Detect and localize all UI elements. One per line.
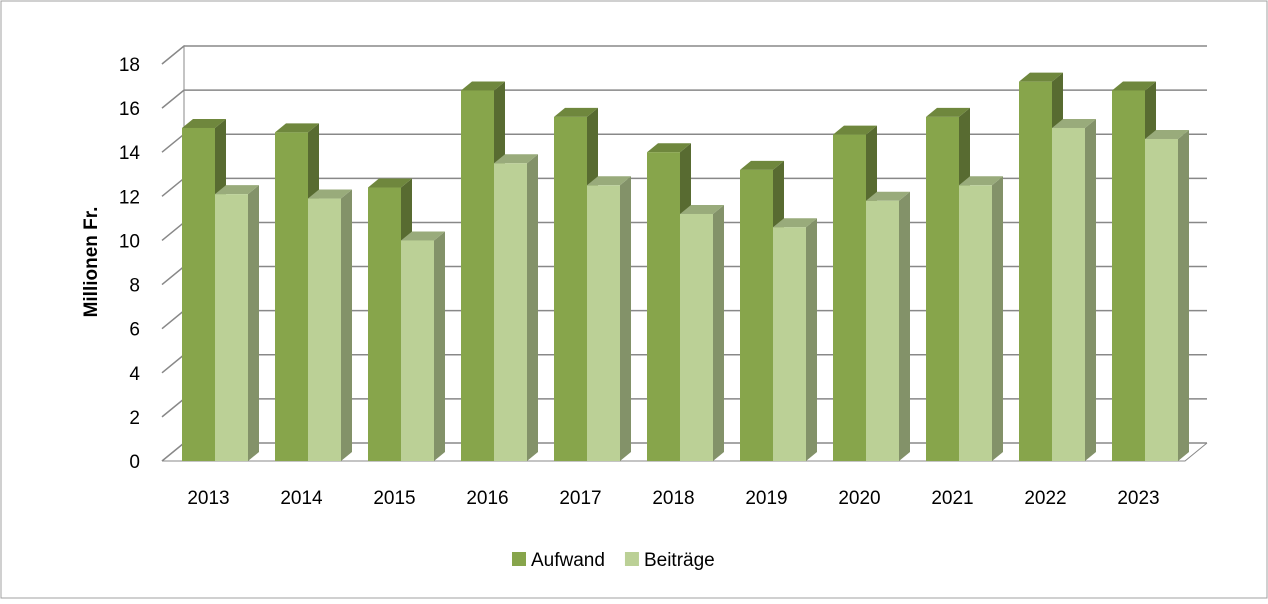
bar-top (866, 191, 910, 201)
bar-top (1112, 81, 1156, 91)
bar-side (806, 218, 817, 461)
x-tick-label: 2020 (838, 488, 880, 509)
y-axis-label: Millionen Fr. (81, 207, 102, 318)
bar (833, 134, 866, 462)
y-tick-label: 6 (129, 320, 140, 341)
bar-top (461, 81, 505, 91)
x-tick-label: 2015 (373, 488, 415, 509)
bar-top (1052, 118, 1096, 128)
bar-side (1178, 129, 1189, 461)
bar (926, 116, 959, 461)
bar-side (620, 176, 631, 462)
bar-top (182, 118, 226, 128)
bar-top (554, 107, 598, 117)
bar (215, 194, 248, 461)
bar (647, 152, 680, 461)
bar (368, 187, 401, 461)
bar-top (740, 160, 784, 170)
bar-top (587, 176, 631, 186)
bar-top (308, 189, 352, 199)
bar-side (527, 154, 538, 461)
bar-top (368, 178, 412, 188)
x-tick-label: 2021 (931, 488, 973, 509)
x-tick-label: 2019 (745, 488, 787, 509)
x-tick-label: 2017 (559, 488, 601, 509)
bar-side (434, 231, 445, 461)
legend-label: Aufwand (531, 550, 605, 571)
bar-top (1019, 72, 1063, 82)
x-tick-label: 2016 (466, 488, 508, 509)
bar (773, 227, 806, 461)
bar (275, 132, 308, 461)
y-tick-label: 16 (119, 99, 140, 120)
y-tick-label: 8 (129, 276, 140, 297)
grid-line (161, 89, 1207, 109)
legend-swatch (624, 552, 639, 566)
y-tick-label: 18 (119, 55, 140, 76)
bar (554, 116, 587, 461)
bar (587, 185, 620, 462)
legend-label: Beiträge (644, 550, 715, 571)
bar-side (899, 191, 910, 461)
bar (1112, 90, 1145, 461)
y-tick-label: 0 (129, 452, 140, 473)
y-tick-label: 4 (129, 364, 140, 385)
bar-side (713, 204, 724, 461)
y-tick-label: 14 (119, 143, 141, 164)
x-tick-label: 2023 (1117, 488, 1159, 509)
bar (1019, 81, 1052, 462)
x-tick-label: 2014 (280, 488, 323, 509)
bar-top (401, 231, 445, 241)
bar (680, 213, 713, 461)
bar (494, 163, 527, 461)
bar-top (959, 176, 1003, 186)
bar-top (215, 185, 259, 195)
bar (308, 198, 341, 462)
bar-top (833, 125, 877, 135)
y-tick-label: 12 (119, 187, 140, 208)
bar-top (773, 218, 817, 228)
bar (461, 90, 494, 461)
x-tick-label: 2018 (652, 488, 694, 509)
bar-top (494, 154, 538, 164)
bar-top (926, 107, 970, 117)
bar-top (680, 204, 724, 214)
bar-top (275, 123, 319, 133)
bar-top (1145, 129, 1189, 139)
bar (866, 200, 899, 461)
legend-swatch (512, 552, 526, 566)
grid-line (161, 45, 1207, 65)
bar (1052, 127, 1085, 461)
bar-top (647, 143, 691, 153)
x-tick-label: 2013 (187, 488, 229, 509)
x-tick-label: 2022 (1024, 488, 1066, 509)
bar-side (1085, 118, 1096, 461)
bar (401, 240, 434, 461)
y-tick-label: 2 (129, 408, 140, 429)
bar (1145, 138, 1178, 461)
bar-side (341, 189, 352, 462)
y-tick-label: 10 (119, 231, 140, 252)
bar (740, 169, 773, 461)
bar (959, 185, 992, 462)
bar-side (248, 185, 259, 461)
bar-side (992, 176, 1003, 462)
bar (182, 127, 215, 461)
